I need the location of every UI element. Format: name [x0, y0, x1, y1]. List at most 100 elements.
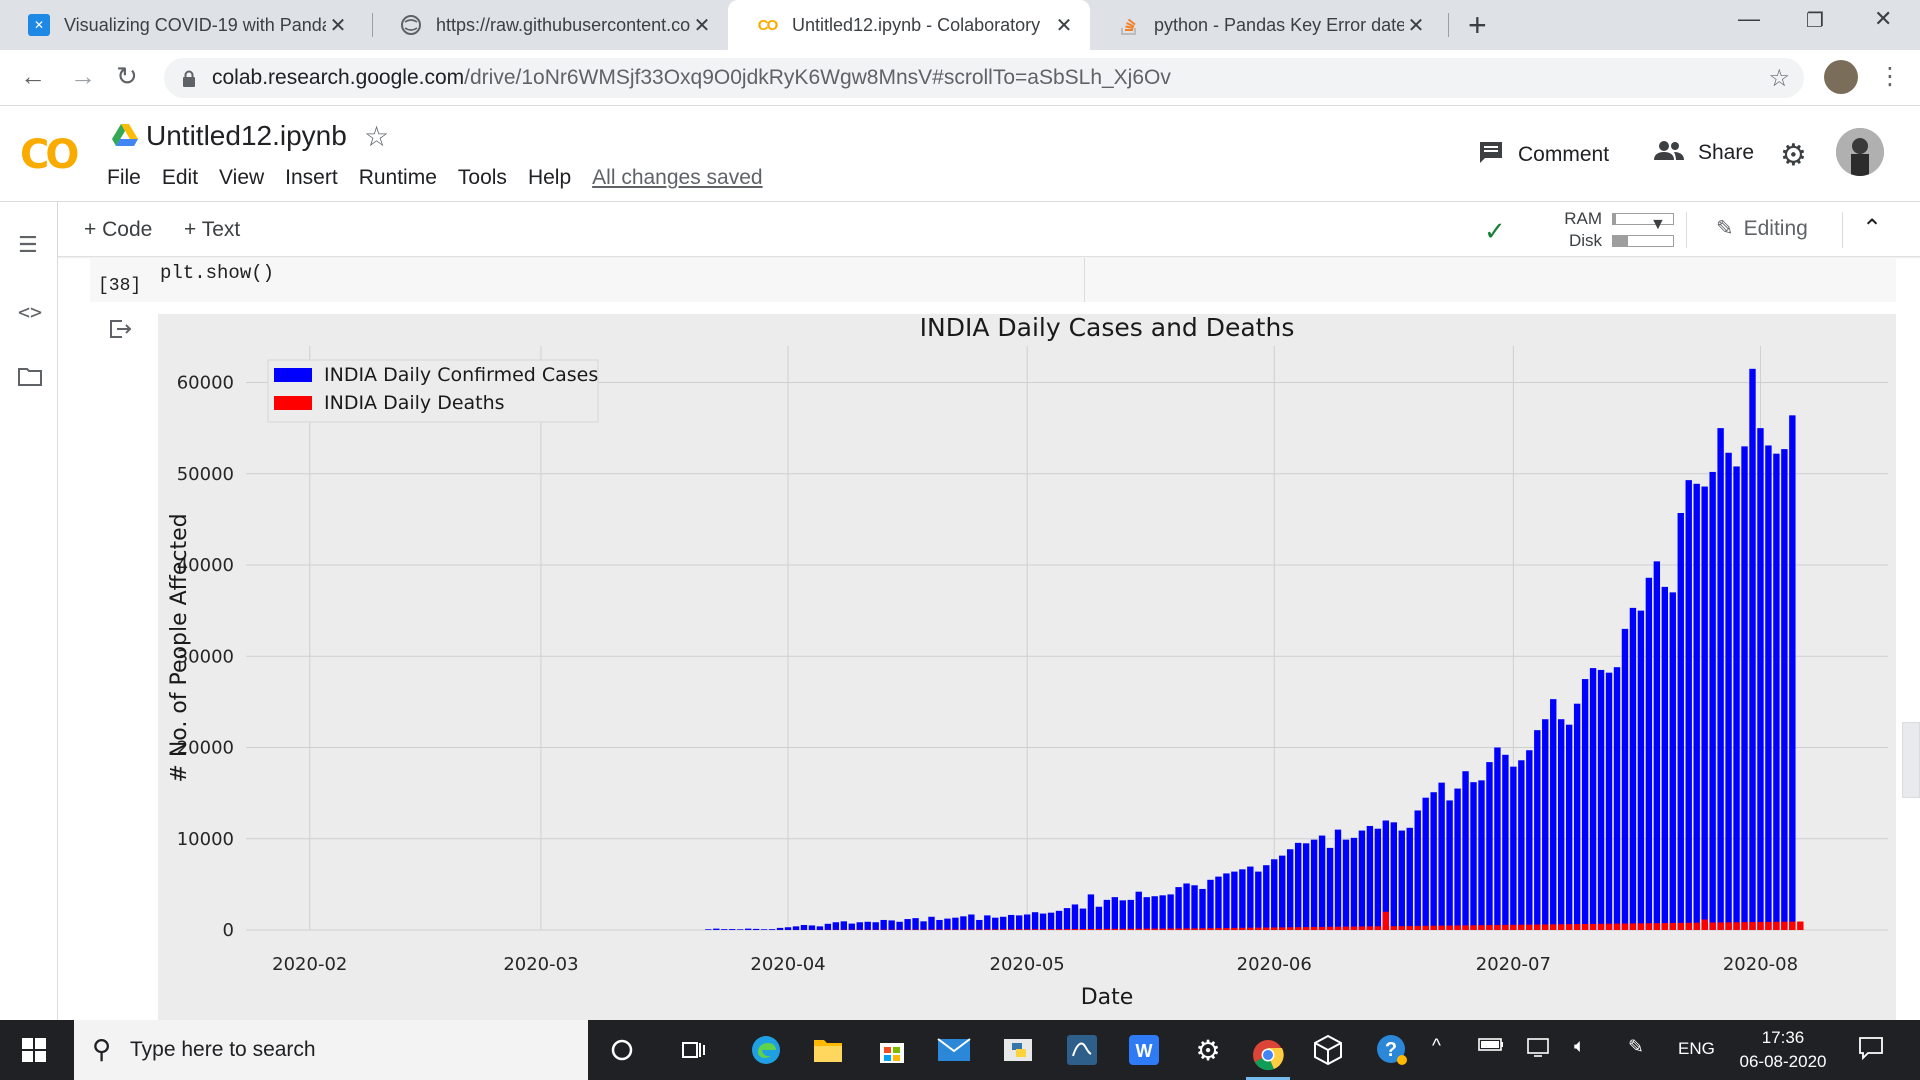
- bar-confirmed-cases: [1247, 866, 1254, 930]
- battery-icon[interactable]: [1478, 1036, 1504, 1058]
- bar-deaths: [1191, 928, 1198, 930]
- task-view-icon[interactable]: [676, 1032, 712, 1068]
- add-text-button[interactable]: + Text: [184, 218, 240, 242]
- tray-chevron-up-icon[interactable]: ^: [1432, 1036, 1441, 1057]
- profile-avatar[interactable]: [1824, 60, 1858, 94]
- bar-deaths: [1159, 928, 1166, 930]
- volume-icon[interactable]: 🔈︎: [1574, 1036, 1586, 1057]
- bar-deaths: [1709, 922, 1716, 930]
- editing-label: Editing: [1743, 216, 1808, 240]
- resource-monitor[interactable]: RAM Disk: [1542, 208, 1674, 252]
- mail-icon[interactable]: [936, 1032, 972, 1068]
- bar-confirmed-cases: [1430, 792, 1437, 930]
- browser-tab-1[interactable]: https://raw.githubusercontent.co ✕: [372, 0, 728, 50]
- reload-icon[interactable]: ↻: [116, 61, 138, 91]
- settings-gear-icon[interactable]: ⚙: [1780, 139, 1807, 172]
- close-tab-icon[interactable]: ✕: [1055, 14, 1073, 37]
- star-icon[interactable]: ☆: [364, 121, 390, 152]
- files-folder-icon[interactable]: [18, 366, 42, 392]
- python-idle-icon[interactable]: [1000, 1032, 1036, 1068]
- network-icon[interactable]: [1526, 1036, 1552, 1064]
- restore-icon[interactable]: ❐: [1806, 10, 1824, 32]
- x-tick-label: 2020-05: [990, 954, 1065, 975]
- bar-confirmed-cases: [1645, 577, 1653, 930]
- share-button[interactable]: Share: [1654, 140, 1754, 166]
- menu-help[interactable]: Help: [527, 166, 572, 189]
- bar-deaths: [1087, 928, 1095, 930]
- settings-gear-icon[interactable]: ⚙: [1195, 1034, 1221, 1066]
- menu-edit[interactable]: Edit: [161, 166, 199, 189]
- browser-tab-2[interactable]: CO Untitled12.ipynb - Colaboratory ✕: [728, 0, 1090, 50]
- comment-button[interactable]: Comment: [1478, 140, 1609, 170]
- system-clock[interactable]: 17:36 06-08-2020: [1738, 1026, 1828, 1074]
- windows-start-icon[interactable]: [22, 1038, 46, 1062]
- output-actions-icon[interactable]: [108, 318, 132, 347]
- bar-confirmed-cases: [920, 921, 927, 930]
- colab-logo[interactable]: CO: [20, 132, 79, 178]
- bookmark-star-icon[interactable]: ☆: [1768, 65, 1790, 92]
- bar-confirmed-cases: [752, 928, 760, 930]
- bar-confirmed-cases: [705, 929, 712, 930]
- browser-tab-0[interactable]: ✕ Visualizing COVID-19 with Panda ✕: [0, 0, 364, 50]
- store-icon[interactable]: [874, 1032, 910, 1068]
- close-tab-icon[interactable]: ✕: [1407, 14, 1425, 37]
- bar-deaths: [1637, 923, 1645, 930]
- bar-deaths: [1047, 929, 1055, 930]
- bar-deaths: [1310, 926, 1318, 930]
- browser-tab-3[interactable]: python - Pandas Key Error date - ✕: [1090, 0, 1442, 50]
- notifications-icon[interactable]: [1858, 1036, 1884, 1067]
- code-cell-editor[interactable]: [90, 258, 1896, 302]
- bar-confirmed-cases: [1008, 914, 1015, 930]
- minimize-icon[interactable]: —: [1738, 6, 1760, 31]
- close-window-icon[interactable]: ✕: [1874, 6, 1893, 31]
- code-text[interactable]: plt.show(): [160, 262, 275, 284]
- pen-workspace-icon[interactable]: ✎: [1628, 1037, 1644, 1058]
- add-code-button[interactable]: + Code: [84, 218, 152, 242]
- help-icon[interactable]: ?: [1374, 1032, 1410, 1068]
- bar-confirmed-cases: [1629, 607, 1637, 930]
- close-tab-icon[interactable]: ✕: [693, 14, 711, 37]
- menu-runtime[interactable]: Runtime: [358, 166, 437, 189]
- bar-deaths: [1143, 928, 1150, 930]
- bar-confirmed-cases: [1055, 910, 1063, 930]
- close-tab-icon[interactable]: ✕: [329, 14, 347, 37]
- bar-confirmed-cases: [1183, 883, 1190, 930]
- new-tab-plus-icon[interactable]: +: [1468, 7, 1487, 43]
- google-drive-icon[interactable]: [112, 124, 140, 148]
- table-of-contents-icon[interactable]: ☰: [18, 232, 38, 257]
- language-indicator[interactable]: ENG: [1678, 1039, 1715, 1058]
- clock-time: 17:36: [1761, 1028, 1805, 1047]
- bar-deaths: [1789, 921, 1796, 930]
- back-arrow-icon[interactable]: ←: [20, 61, 46, 91]
- bar-confirmed-cases: [1653, 561, 1661, 930]
- menu-view[interactable]: View: [219, 166, 265, 189]
- scrollbar-thumb[interactable]: [1902, 722, 1920, 798]
- chrome-icon[interactable]: [1246, 1032, 1290, 1080]
- menu-tools[interactable]: Tools: [457, 166, 507, 189]
- address-bar[interactable]: colab.research.google.com/drive/1oNr6WMS…: [164, 58, 1804, 98]
- code-snippets-icon[interactable]: <>: [18, 300, 43, 324]
- cortana-icon[interactable]: [604, 1032, 640, 1068]
- chrome-menu-icon[interactable]: ⋮: [1878, 63, 1902, 90]
- bar-confirmed-cases: [1454, 788, 1461, 930]
- bar-confirmed-cases: [1637, 610, 1645, 930]
- editing-mode-button[interactable]: ✎ Editing: [1716, 216, 1808, 241]
- file-explorer-icon[interactable]: [810, 1032, 846, 1068]
- menu-insert[interactable]: Insert: [285, 166, 338, 189]
- user-avatar[interactable]: [1836, 128, 1884, 176]
- save-status-link[interactable]: All changes saved: [592, 166, 763, 189]
- bar-confirmed-cases: [1390, 822, 1397, 930]
- wps-writer-icon[interactable]: W: [1126, 1032, 1162, 1068]
- collapse-header-icon[interactable]: ⌃: [1862, 215, 1883, 242]
- mysql-workbench-icon[interactable]: [1064, 1032, 1100, 1068]
- bar-deaths: [1015, 929, 1023, 930]
- virtualbox-icon[interactable]: [1310, 1032, 1346, 1068]
- forward-arrow-icon[interactable]: →: [70, 61, 96, 91]
- windows-taskbar: ⚲ Type here to search W ⚙ ? ^ 🔈︎: [0, 1020, 1920, 1080]
- notebook-title[interactable]: Untitled12.ipynb: [146, 120, 347, 151]
- taskbar-search-box[interactable]: ⚲ Type here to search: [74, 1020, 588, 1080]
- bar-confirmed-cases: [1613, 667, 1621, 930]
- menu-file[interactable]: File: [107, 166, 141, 189]
- resources-dropdown-icon[interactable]: ▼: [1650, 216, 1666, 233]
- edge-browser-icon[interactable]: [748, 1032, 784, 1068]
